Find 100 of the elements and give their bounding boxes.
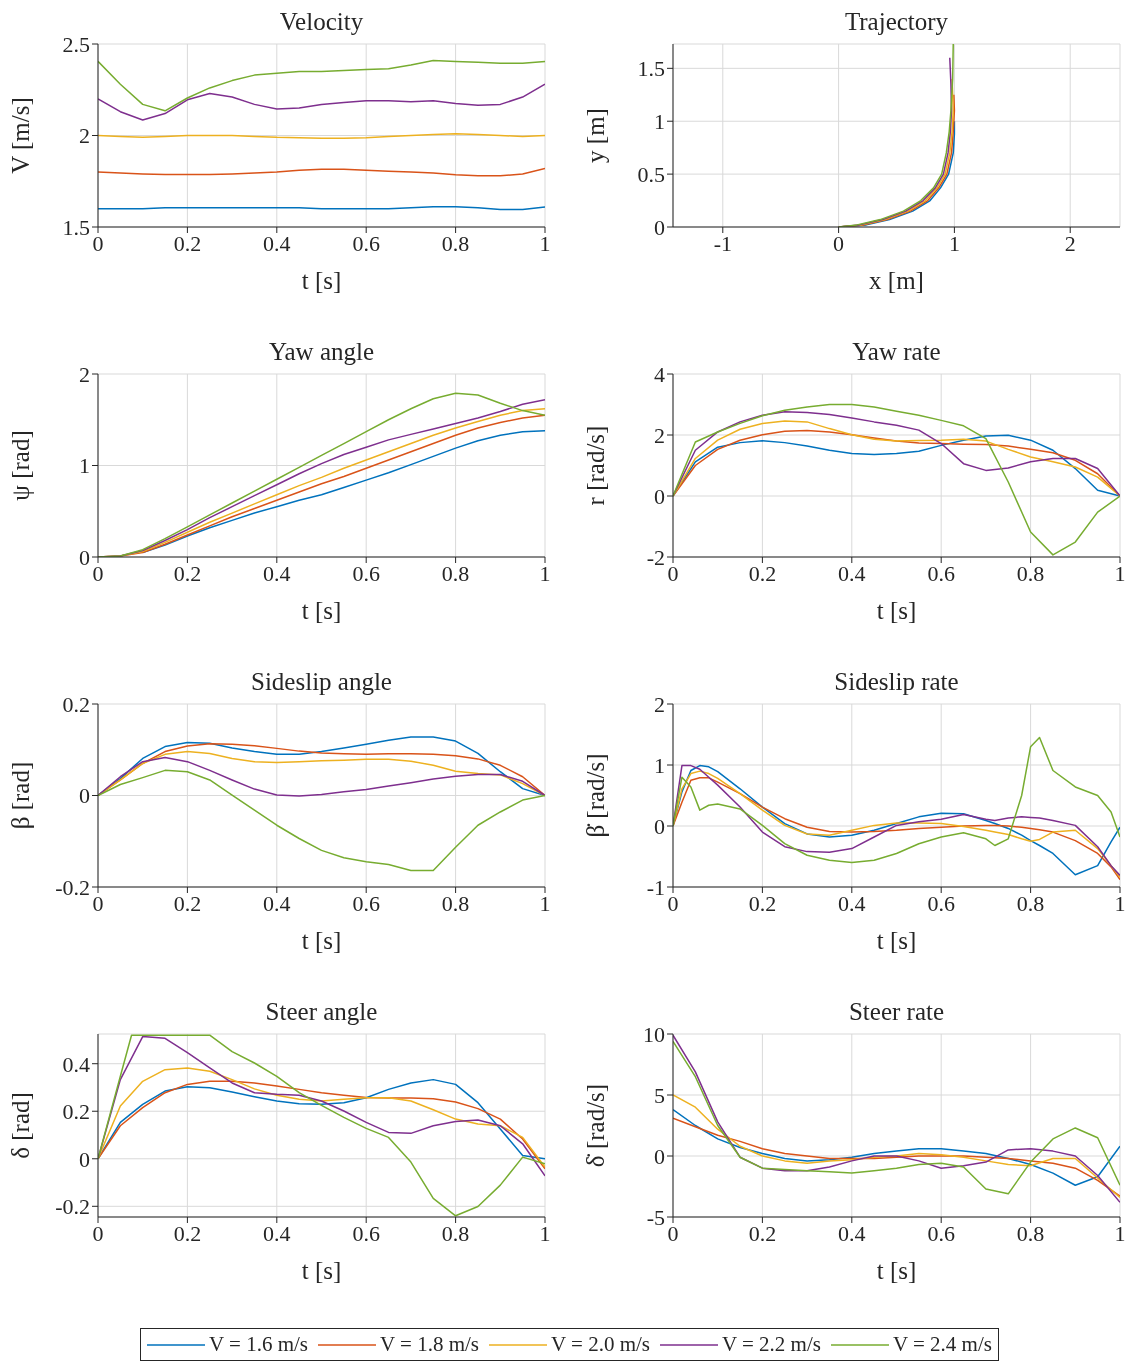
y-tick-label: 10 [643, 1021, 665, 1047]
line-series [98, 83, 545, 121]
x-axis-title: t [s] [876, 597, 917, 624]
x-tick-label: 0 [833, 230, 845, 256]
y-tick-label: -0.2 [55, 874, 90, 900]
y-tick-label: 2.5 [62, 31, 90, 57]
x-tick-label: 0.2 [748, 1220, 777, 1246]
y-tick-label: 4 [654, 361, 665, 387]
y-tick-label: 2 [654, 422, 665, 448]
x-tick-label: 1 [539, 1220, 551, 1246]
chart-title: Sideslip angle [250, 668, 393, 697]
legend-label: V = 1.6 m/s [209, 1332, 309, 1357]
chart-title: Yaw angle [267, 338, 376, 367]
line-series [98, 59, 545, 112]
legend-label: V = 2.0 m/s [551, 1332, 650, 1357]
y-tick-label: 0 [654, 483, 665, 509]
x-tick-label: 0.2 [173, 560, 202, 586]
x-tick-label: 0.8 [1016, 560, 1045, 586]
x-tick-label: 0.2 [173, 1220, 202, 1246]
x-tick-label: 0.6 [352, 890, 380, 916]
chart-title: Steer angle [264, 998, 379, 1027]
x-tick-label: 0.2 [173, 230, 202, 256]
x-axis-title: t [s] [301, 267, 342, 294]
x-tick-label: -1 [713, 230, 732, 256]
y-axis-title: δ [rad] [6, 1092, 34, 1159]
y-axis-title: β̇ [rad/s] [581, 753, 609, 838]
x-tick-label: 0.6 [927, 890, 955, 916]
x-tick-label: 0.4 [263, 560, 291, 586]
x-tick-label: 0.2 [748, 890, 777, 916]
chart-title: Yaw rate [851, 338, 942, 367]
legend-label: V = 1.8 m/s [380, 1332, 479, 1357]
x-axis-title: t [s] [301, 927, 342, 954]
x-axis-title: t [s] [301, 597, 342, 624]
x-tick-label: 0.8 [441, 230, 470, 256]
x-tick-label: 0.8 [441, 890, 470, 916]
chart-title: Sideslip rate [833, 668, 960, 697]
x-tick-label: 1 [948, 230, 960, 256]
x-tick-label: 1 [539, 560, 551, 586]
line-series [673, 1108, 1120, 1187]
x-axis-title: x [m] [869, 267, 924, 294]
legend-label: V = 2.2 m/s [721, 1332, 821, 1357]
line-series [98, 167, 545, 177]
x-tick-label: 0.4 [263, 230, 291, 256]
y-tick-label: 1.5 [637, 56, 665, 82]
y-tick-label: 0.2 [62, 691, 90, 717]
x-tick-label: 0.4 [838, 890, 866, 916]
x-tick-label: 1 [539, 230, 551, 256]
y-tick-label: 1.5 [62, 214, 90, 240]
line-series [98, 769, 545, 872]
chart-title: Velocity [278, 8, 365, 37]
y-tick-label: 0.4 [62, 1051, 90, 1077]
y-tick-label: 2 [79, 361, 90, 387]
y-tick-label: 0 [654, 214, 665, 240]
x-tick-label: 1 [539, 890, 551, 916]
x-tick-label: 0.2 [173, 890, 202, 916]
y-tick-label: 0 [79, 544, 90, 570]
y-tick-label: 2 [654, 691, 665, 717]
x-tick-label: 0.6 [352, 560, 380, 586]
x-tick-label: 0.2 [748, 560, 777, 586]
x-tick-label: 0.8 [1016, 1220, 1045, 1246]
x-tick-label: 0.6 [352, 230, 380, 256]
chart-title: Trajectory [843, 8, 950, 37]
y-tick-label: 5 [654, 1082, 665, 1108]
y-axis-title: ψ [rad] [6, 430, 34, 501]
y-axis-title: δ̇ [rad/s] [581, 1083, 609, 1168]
y-axis-title: β [rad] [6, 761, 34, 830]
x-tick-label: 2 [1064, 230, 1076, 256]
y-tick-label: 0 [654, 813, 665, 839]
x-tick-label: 1 [1114, 1220, 1126, 1246]
y-tick-label: -1 [646, 874, 665, 900]
y-tick-label: 1 [654, 109, 665, 135]
x-tick-label: 0.4 [838, 1220, 866, 1246]
x-tick-label: 1 [1114, 560, 1126, 586]
y-tick-label: -5 [646, 1204, 665, 1230]
y-tick-label: 0 [79, 783, 90, 809]
chart-title: Steer rate [847, 998, 946, 1027]
y-tick-label: 0.2 [62, 1099, 90, 1125]
y-tick-label: 0 [79, 1146, 90, 1172]
x-tick-label: 0.6 [927, 1220, 955, 1246]
y-tick-label: -2 [646, 544, 665, 570]
line-series [673, 1094, 1120, 1199]
line-series [673, 1117, 1120, 1198]
x-axis-title: t [s] [301, 1257, 342, 1284]
y-tick-label: 1 [654, 752, 665, 778]
x-tick-label: 0.8 [441, 560, 470, 586]
line-series [673, 736, 1120, 864]
y-tick-label: 0 [654, 1143, 665, 1169]
x-axis-title: t [s] [876, 927, 917, 954]
x-tick-label: 0.8 [1016, 890, 1045, 916]
x-tick-label: 0.4 [263, 1220, 291, 1246]
y-axis-title: r [rad/s] [581, 425, 609, 506]
x-axis-title: t [s] [876, 1257, 917, 1284]
legend-label: V = 2.4 m/s [892, 1332, 992, 1357]
x-tick-label: 0.6 [927, 560, 955, 586]
y-axis-title: y [m] [581, 108, 609, 163]
y-tick-label: 0.5 [637, 161, 665, 187]
x-tick-label: 0.4 [838, 560, 866, 586]
y-tick-label: 1 [79, 453, 90, 479]
y-axis-title: V [m/s] [6, 97, 34, 174]
y-tick-label: -0.2 [55, 1194, 90, 1220]
